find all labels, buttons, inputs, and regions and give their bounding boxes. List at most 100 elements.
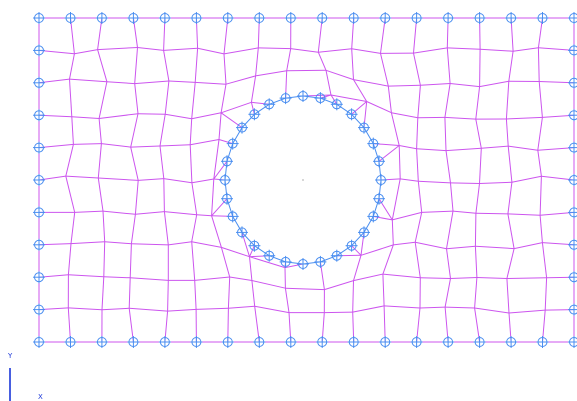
mesh-edge <box>69 79 73 117</box>
mesh-edge <box>251 280 256 307</box>
hole-edge <box>320 255 337 263</box>
mesh-edge <box>190 139 220 146</box>
mesh-edge <box>400 178 419 182</box>
mesh-edge <box>164 80 170 115</box>
mesh-edge <box>421 210 454 213</box>
mesh-edge <box>353 79 389 87</box>
mesh-edge <box>388 84 421 87</box>
boundary-node-marker <box>379 336 392 348</box>
mesh-edge <box>360 244 394 256</box>
boundary-node-marker <box>316 336 329 348</box>
boundary-node-marker <box>568 336 577 348</box>
hole-edge <box>336 103 352 115</box>
boundary-node-marker <box>127 12 140 24</box>
mesh-edge <box>130 277 169 281</box>
hole-edge <box>372 198 380 217</box>
hole-nodes <box>219 90 387 270</box>
boundary-node-marker <box>316 12 329 24</box>
hole-node-marker <box>367 137 380 150</box>
mesh-edge <box>189 144 193 183</box>
mesh-edge <box>416 148 419 182</box>
hole-node-marker <box>345 239 358 252</box>
hole-node-marker <box>330 98 343 111</box>
mesh-edge <box>134 80 169 85</box>
mesh-edge <box>325 69 354 81</box>
mesh-edge <box>537 147 575 151</box>
axis-triad: Y X <box>7 352 43 401</box>
boundary-node-marker <box>568 303 577 316</box>
mesh-edge <box>223 47 259 55</box>
boundary-node-marker <box>473 12 486 24</box>
mesh-edge <box>250 75 257 103</box>
hole-edge <box>254 103 270 115</box>
mesh-edge <box>194 276 230 281</box>
boundary-node-marker <box>33 336 45 348</box>
hole-edge <box>226 143 234 162</box>
mesh-edge <box>71 116 74 145</box>
mesh-edge <box>213 139 220 180</box>
mesh-edge <box>505 118 509 147</box>
boundary-node-marker <box>190 12 203 24</box>
mesh-edge <box>195 81 227 85</box>
mesh-edge <box>189 118 193 145</box>
hole-node-marker <box>297 90 309 102</box>
mesh-edge <box>475 212 508 215</box>
mesh-edge <box>452 210 476 214</box>
mesh-edge <box>98 81 108 119</box>
boundary-node-marker <box>568 238 577 251</box>
mesh-edge <box>420 277 451 279</box>
mesh-edge <box>537 47 540 82</box>
mesh-edge <box>249 256 286 269</box>
mesh-edge <box>223 53 227 85</box>
mesh-edge <box>163 178 192 184</box>
mesh-edge <box>220 84 227 113</box>
mesh-edge <box>366 101 392 114</box>
hole-node-marker <box>263 98 276 111</box>
mesh-edge <box>539 176 542 216</box>
mesh-edge <box>159 114 166 147</box>
boundary-node-marker <box>33 206 45 219</box>
mesh-edge <box>353 255 362 281</box>
hole-edge <box>351 113 365 128</box>
mesh-edge <box>476 277 507 279</box>
mesh-spoke <box>220 112 243 129</box>
mesh-edge <box>138 178 164 181</box>
boundary-node-marker <box>410 12 423 24</box>
hole-node-marker <box>221 192 233 205</box>
boundary-node-marker <box>284 12 297 24</box>
mesh-edge <box>137 47 164 51</box>
boundary-node-marker <box>505 336 518 348</box>
mesh-edge <box>507 146 513 183</box>
mesh-edge <box>70 212 76 244</box>
hole-node-marker <box>236 121 248 134</box>
boundary-node-marker <box>190 336 203 348</box>
mesh-edge <box>163 178 165 212</box>
mesh-edge <box>191 241 222 248</box>
mesh-edge <box>225 75 256 85</box>
mesh-edge <box>479 49 481 87</box>
mesh-edge <box>539 215 543 243</box>
mesh-edge <box>68 307 103 311</box>
mesh-edge <box>69 78 107 83</box>
mesh-edge <box>130 145 161 148</box>
mesh-lines <box>38 17 575 343</box>
mesh-edge <box>220 101 252 114</box>
mesh-spoke <box>211 198 228 217</box>
mesh-edge <box>74 49 98 55</box>
mesh-spoke <box>249 245 255 257</box>
mesh-edge <box>506 278 510 314</box>
mesh-spoke <box>213 161 228 180</box>
mesh-edge <box>129 243 132 278</box>
mesh-edge <box>197 47 225 55</box>
mesh-edge <box>191 241 196 281</box>
mesh-edge <box>446 47 451 84</box>
mesh-edge <box>97 49 108 82</box>
mesh-edge <box>284 288 290 313</box>
mesh-edge <box>507 213 541 216</box>
boundary-node-marker <box>536 12 549 24</box>
mesh-edge <box>70 241 105 245</box>
mesh-edge <box>417 181 423 213</box>
hole-edge <box>351 232 365 247</box>
mesh-edge <box>507 213 515 249</box>
